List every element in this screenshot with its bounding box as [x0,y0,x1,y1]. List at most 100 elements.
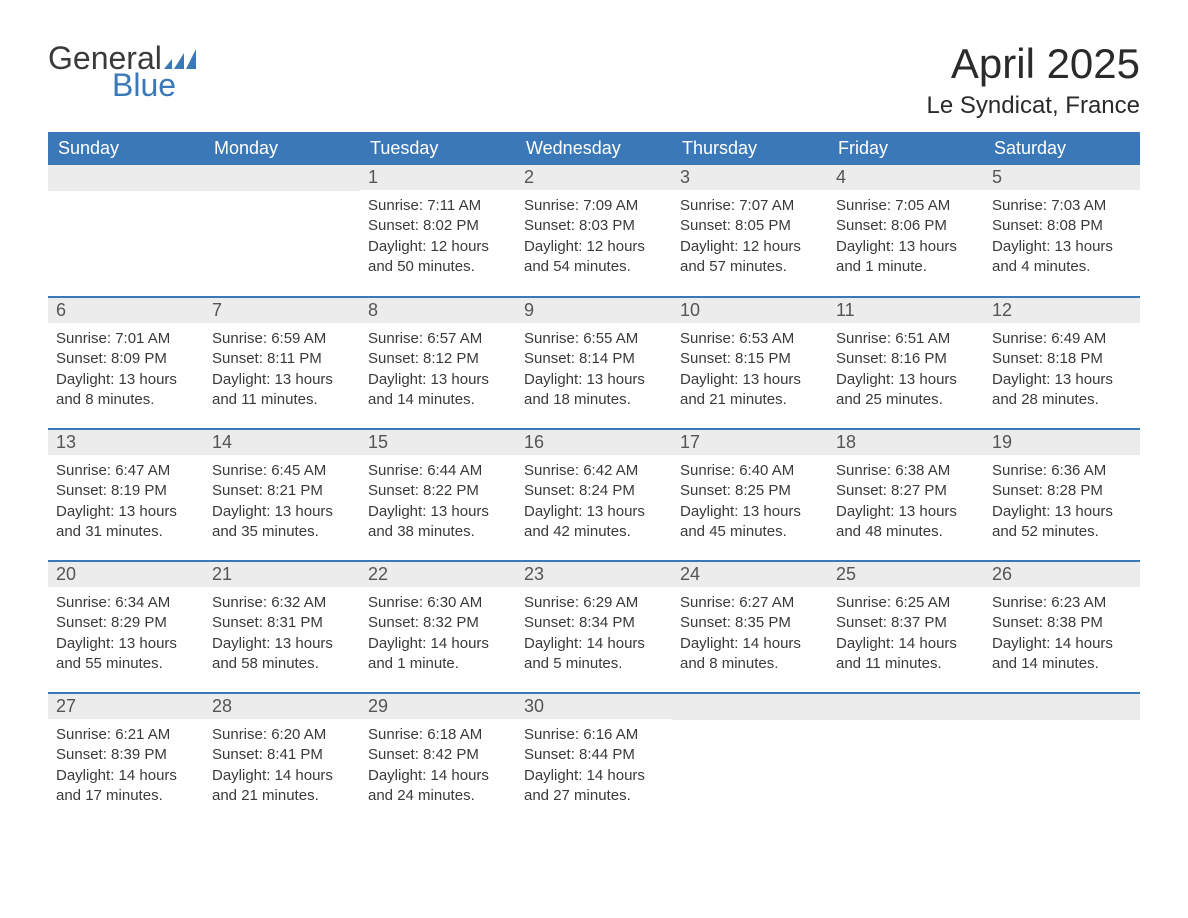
calendar-cell: 21Sunrise: 6:32 AMSunset: 8:31 PMDayligh… [204,561,360,693]
day-details: Sunrise: 6:21 AMSunset: 8:39 PMDaylight:… [48,719,204,814]
day-number: 10 [672,298,828,323]
daylight-line-1: Daylight: 12 hours [368,237,508,257]
calendar-cell: 13Sunrise: 6:47 AMSunset: 8:19 PMDayligh… [48,429,204,561]
sunset-text: Sunset: 8:34 PM [524,613,664,633]
day-number: 24 [672,562,828,587]
day-number: 23 [516,562,672,587]
calendar-cell: 8Sunrise: 6:57 AMSunset: 8:12 PMDaylight… [360,297,516,429]
daylight-line-2: and 21 minutes. [212,786,352,806]
daylight-line-1: Daylight: 14 hours [992,634,1132,654]
day-number: 17 [672,430,828,455]
calendar-cell: 5Sunrise: 7:03 AMSunset: 8:08 PMDaylight… [984,165,1140,297]
daylight-line-2: and 8 minutes. [680,654,820,674]
calendar-cell: 3Sunrise: 7:07 AMSunset: 8:05 PMDaylight… [672,165,828,297]
daylight-line-1: Daylight: 12 hours [524,237,664,257]
calendar-cell: 10Sunrise: 6:53 AMSunset: 8:15 PMDayligh… [672,297,828,429]
day-number: 16 [516,430,672,455]
day-number: 7 [204,298,360,323]
sunrise-text: Sunrise: 6:42 AM [524,461,664,481]
sunset-text: Sunset: 8:44 PM [524,745,664,765]
daylight-line-2: and 14 minutes. [368,390,508,410]
sunset-text: Sunset: 8:08 PM [992,216,1132,236]
calendar-cell: 25Sunrise: 6:25 AMSunset: 8:37 PMDayligh… [828,561,984,693]
sunset-text: Sunset: 8:29 PM [56,613,196,633]
day-details: Sunrise: 6:51 AMSunset: 8:16 PMDaylight:… [828,323,984,418]
day-details: Sunrise: 6:57 AMSunset: 8:12 PMDaylight:… [360,323,516,418]
weekday-header: Sunday [48,132,204,165]
daylight-line-2: and 54 minutes. [524,257,664,277]
day-details: Sunrise: 6:45 AMSunset: 8:21 PMDaylight:… [204,455,360,550]
daylight-line-2: and 38 minutes. [368,522,508,542]
calendar-cell: 23Sunrise: 6:29 AMSunset: 8:34 PMDayligh… [516,561,672,693]
sunset-text: Sunset: 8:05 PM [680,216,820,236]
day-number: 26 [984,562,1140,587]
sunrise-text: Sunrise: 6:55 AM [524,329,664,349]
day-details: Sunrise: 6:16 AMSunset: 8:44 PMDaylight:… [516,719,672,814]
daylight-line-1: Daylight: 13 hours [368,370,508,390]
day-details: Sunrise: 6:47 AMSunset: 8:19 PMDaylight:… [48,455,204,550]
daylight-line-2: and 42 minutes. [524,522,664,542]
day-number: 11 [828,298,984,323]
sunrise-text: Sunrise: 6:30 AM [368,593,508,613]
daylight-line-2: and 1 minute. [836,257,976,277]
sunrise-text: Sunrise: 6:34 AM [56,593,196,613]
daylight-line-2: and 50 minutes. [368,257,508,277]
calendar-cell: 18Sunrise: 6:38 AMSunset: 8:27 PMDayligh… [828,429,984,561]
sunrise-text: Sunrise: 6:44 AM [368,461,508,481]
calendar-cell: 15Sunrise: 6:44 AMSunset: 8:22 PMDayligh… [360,429,516,561]
daylight-line-1: Daylight: 14 hours [836,634,976,654]
sunrise-text: Sunrise: 6:51 AM [836,329,976,349]
daylight-line-1: Daylight: 13 hours [992,370,1132,390]
daylight-line-2: and 55 minutes. [56,654,196,674]
daylight-line-2: and 27 minutes. [524,786,664,806]
daylight-line-2: and 57 minutes. [680,257,820,277]
day-number: 30 [516,694,672,719]
calendar-week-row: 20Sunrise: 6:34 AMSunset: 8:29 PMDayligh… [48,561,1140,693]
day-number: 14 [204,430,360,455]
day-number [48,165,204,191]
sunrise-text: Sunrise: 6:25 AM [836,593,976,613]
daylight-line-1: Daylight: 13 hours [56,502,196,522]
sunrise-text: Sunrise: 6:36 AM [992,461,1132,481]
day-details: Sunrise: 7:05 AMSunset: 8:06 PMDaylight:… [828,190,984,285]
daylight-line-2: and 25 minutes. [836,390,976,410]
daylight-line-2: and 8 minutes. [56,390,196,410]
weekday-header-row: Sunday Monday Tuesday Wednesday Thursday… [48,132,1140,165]
sunrise-text: Sunrise: 6:32 AM [212,593,352,613]
sunrise-text: Sunrise: 6:21 AM [56,725,196,745]
daylight-line-1: Daylight: 12 hours [680,237,820,257]
sunset-text: Sunset: 8:03 PM [524,216,664,236]
day-details: Sunrise: 6:59 AMSunset: 8:11 PMDaylight:… [204,323,360,418]
daylight-line-2: and 58 minutes. [212,654,352,674]
calendar-cell: 6Sunrise: 7:01 AMSunset: 8:09 PMDaylight… [48,297,204,429]
day-details: Sunrise: 6:40 AMSunset: 8:25 PMDaylight:… [672,455,828,550]
day-details: Sunrise: 6:20 AMSunset: 8:41 PMDaylight:… [204,719,360,814]
day-number: 5 [984,165,1140,190]
day-number: 28 [204,694,360,719]
sunset-text: Sunset: 8:11 PM [212,349,352,369]
sunset-text: Sunset: 8:18 PM [992,349,1132,369]
daylight-line-2: and 1 minute. [368,654,508,674]
day-number: 1 [360,165,516,190]
day-details: Sunrise: 6:29 AMSunset: 8:34 PMDaylight:… [516,587,672,682]
sunset-text: Sunset: 8:28 PM [992,481,1132,501]
weekday-header: Friday [828,132,984,165]
daylight-line-2: and 24 minutes. [368,786,508,806]
calendar-cell [204,165,360,297]
calendar-cell: 7Sunrise: 6:59 AMSunset: 8:11 PMDaylight… [204,297,360,429]
daylight-line-2: and 4 minutes. [992,257,1132,277]
calendar-cell [984,693,1140,825]
sunrise-text: Sunrise: 7:05 AM [836,196,976,216]
sunrise-text: Sunrise: 7:09 AM [524,196,664,216]
day-number: 25 [828,562,984,587]
sunset-text: Sunset: 8:09 PM [56,349,196,369]
calendar-cell: 26Sunrise: 6:23 AMSunset: 8:38 PMDayligh… [984,561,1140,693]
daylight-line-1: Daylight: 14 hours [368,766,508,786]
daylight-line-2: and 18 minutes. [524,390,664,410]
daylight-line-1: Daylight: 13 hours [212,634,352,654]
daylight-line-1: Daylight: 14 hours [524,634,664,654]
sunrise-text: Sunrise: 6:45 AM [212,461,352,481]
sunrise-text: Sunrise: 7:01 AM [56,329,196,349]
daylight-line-1: Daylight: 13 hours [836,502,976,522]
calendar-cell: 14Sunrise: 6:45 AMSunset: 8:21 PMDayligh… [204,429,360,561]
